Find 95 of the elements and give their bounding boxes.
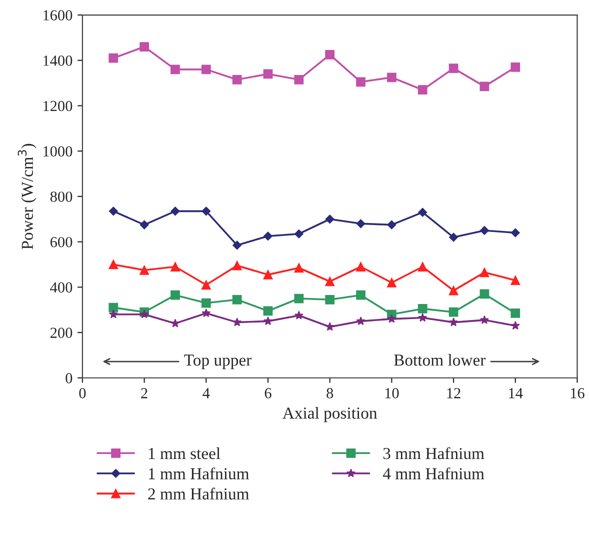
point <box>510 321 520 330</box>
point <box>170 206 180 216</box>
point <box>480 268 490 278</box>
point <box>294 263 304 273</box>
point <box>356 290 366 300</box>
point <box>480 82 490 92</box>
point <box>202 308 211 318</box>
x-tick-label: 16 <box>570 388 584 398</box>
point <box>201 64 211 74</box>
point <box>170 262 180 272</box>
point <box>449 318 458 326</box>
x-tick-label: 2 <box>141 388 148 398</box>
point <box>140 310 149 318</box>
point <box>510 62 520 72</box>
y-tick-label: 1000 <box>44 146 72 157</box>
legend-label: 4 mm Hafnium <box>382 467 484 480</box>
x-axis-title: Axial position <box>282 407 378 422</box>
point <box>510 228 520 238</box>
y-tick-label: 600 <box>50 236 72 248</box>
point <box>448 286 458 296</box>
annotation: Top upper <box>184 354 252 370</box>
y-tick-label: 1600 <box>44 10 72 20</box>
y-tick-label: 200 <box>50 328 72 338</box>
legend-label: 1 mm steel <box>148 447 220 460</box>
point <box>263 69 273 79</box>
point <box>480 289 490 299</box>
point <box>108 53 118 63</box>
point <box>264 232 272 241</box>
point <box>294 310 304 320</box>
point <box>232 240 242 250</box>
point <box>387 314 396 323</box>
x-tick-label: 10 <box>385 388 399 398</box>
point <box>325 322 334 331</box>
point <box>140 220 149 230</box>
point <box>294 229 304 238</box>
point <box>232 294 242 304</box>
point <box>325 214 334 224</box>
point <box>418 262 428 272</box>
point <box>232 260 242 270</box>
point <box>480 226 489 235</box>
point <box>170 64 180 74</box>
legend-label: 2 mm Hafnium <box>148 488 250 500</box>
point <box>232 74 242 84</box>
x-tick-label: 6 <box>264 388 272 398</box>
point <box>108 310 118 318</box>
point <box>264 316 272 326</box>
y-tick-label: 0 <box>66 373 72 384</box>
point <box>170 290 180 300</box>
point <box>356 77 366 87</box>
point <box>510 276 520 286</box>
legend-label: 1 mm Hafnium <box>148 467 250 480</box>
point <box>325 294 335 304</box>
point <box>418 85 428 95</box>
point <box>480 315 489 324</box>
point <box>325 276 335 286</box>
point <box>449 232 458 242</box>
point <box>294 294 304 304</box>
x-tick-label: 14 <box>509 388 523 398</box>
annotation: Bottom lower <box>394 354 486 366</box>
point <box>387 278 396 288</box>
point <box>418 304 428 314</box>
point <box>387 72 396 82</box>
x-tick-label: 12 <box>447 388 460 398</box>
point <box>356 316 366 326</box>
x-tick-label: 4 <box>202 388 210 398</box>
point <box>202 206 211 216</box>
point <box>140 42 149 52</box>
point <box>294 74 304 84</box>
point <box>418 313 428 322</box>
point <box>448 64 458 73</box>
y-tick-label: 800 <box>50 192 72 202</box>
x-tick-label: 0 <box>79 388 86 398</box>
point <box>108 206 118 216</box>
point <box>108 260 118 270</box>
y-tick-label: 1400 <box>44 56 72 66</box>
x-tick-label: 8 <box>326 388 334 398</box>
point <box>170 318 180 328</box>
point <box>201 298 211 308</box>
point <box>232 318 242 326</box>
y-tick-label: 1200 <box>44 100 72 112</box>
point <box>356 262 366 272</box>
y-axis-title: Power (W/cm$^{3}$) <box>18 144 36 250</box>
point <box>448 307 458 317</box>
y-tick-label: 400 <box>50 282 72 293</box>
point <box>201 280 211 290</box>
point <box>387 220 396 230</box>
point <box>263 270 273 280</box>
point <box>263 306 273 316</box>
point <box>418 208 428 217</box>
point <box>140 265 149 275</box>
legend-label: 3 mm Hafnium <box>383 447 484 460</box>
point <box>510 308 520 318</box>
point <box>325 50 335 60</box>
point <box>108 302 118 312</box>
point <box>356 219 366 228</box>
